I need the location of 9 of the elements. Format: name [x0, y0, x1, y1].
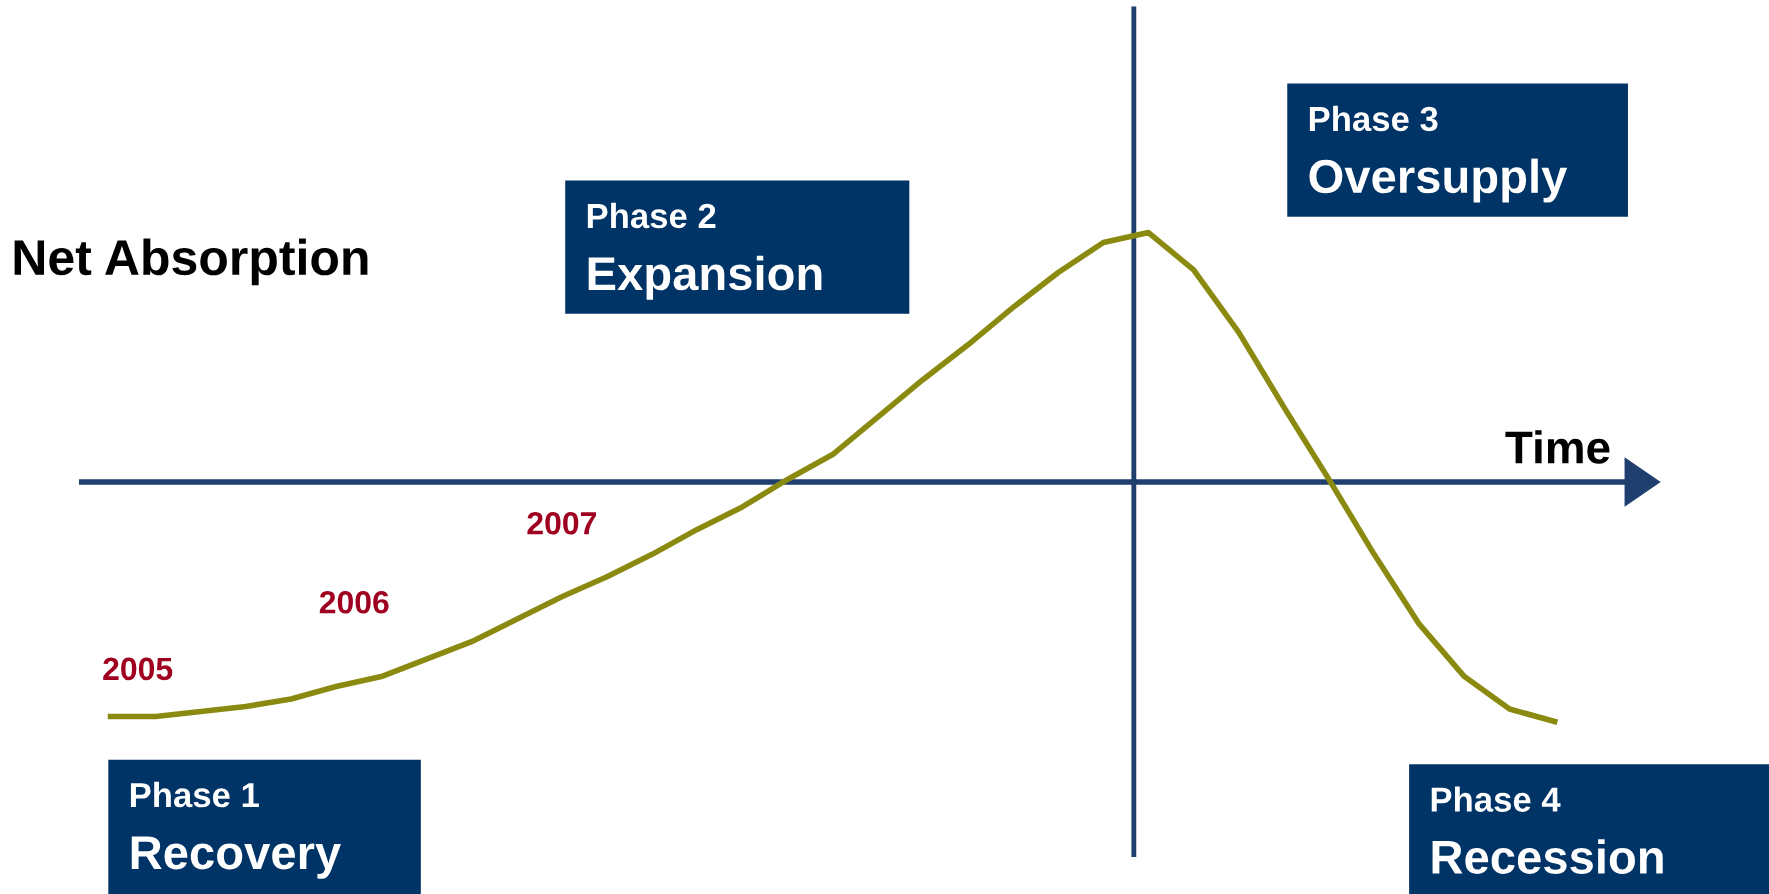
text: Phase 3 Oversupply	[1309, 105, 1568, 203]
annotation: 2005	[103, 657, 173, 681]
x-axis-title: Time	[1505, 430, 1610, 464]
y-axis-title: Net Absorption	[14, 238, 368, 286]
text: Phase 1 Recovery	[130, 781, 341, 879]
annotation: Phase 2 Expansion	[587, 202, 822, 300]
annotation: 2006	[319, 590, 389, 614]
annotation: 2007	[527, 511, 596, 535]
text: Phase 4 Recession	[1431, 786, 1663, 874]
